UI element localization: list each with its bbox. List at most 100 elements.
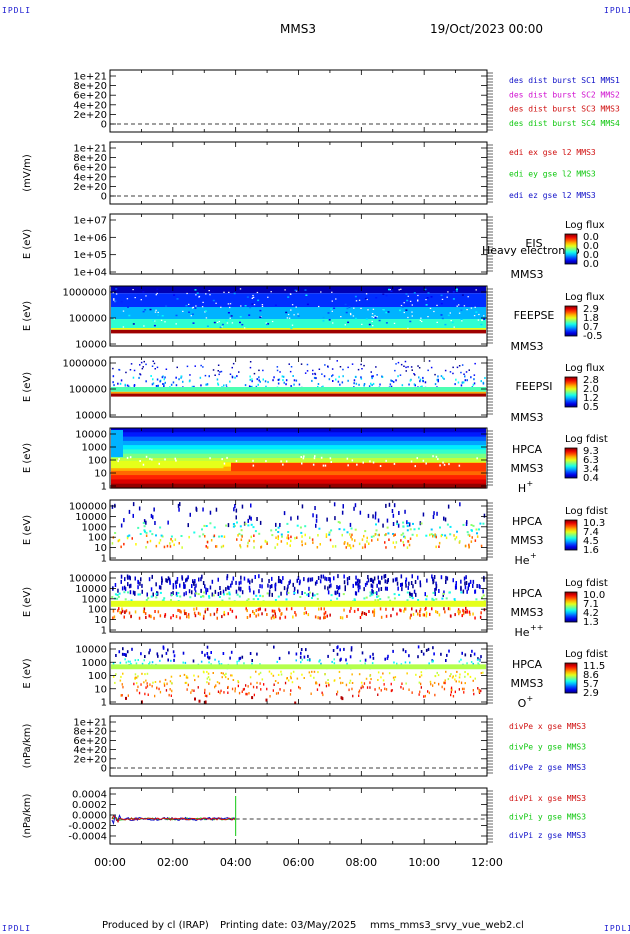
heatmap-cell: [483, 315, 485, 317]
heatmap-cell: [140, 361, 143, 364]
heatmap-cell: [214, 374, 216, 376]
heatmap-cell: [218, 663, 221, 666]
heatmap-cell: [346, 457, 349, 460]
heatmap-cell: [277, 681, 279, 684]
heatmap-cell: [466, 610, 468, 614]
heatmap-cell: [187, 575, 189, 580]
heatmap-cell: [426, 595, 428, 598]
heatmap-cell: [145, 295, 147, 297]
heatmap-cell: [164, 376, 166, 379]
heatmap-cell: [251, 659, 253, 662]
heatmap-cell: [179, 616, 181, 620]
heatmap-cell: [313, 670, 316, 673]
heatmap-cell: [267, 323, 270, 325]
heatmap-cell: [185, 676, 188, 679]
heatmap-cell: [194, 614, 197, 618]
heatmap-cell: [212, 672, 214, 674]
heatmap-cell: [458, 464, 461, 467]
heatmap-cell: [296, 578, 298, 583]
heatmap-cell: [120, 675, 122, 678]
heatmap-cell: [166, 578, 168, 583]
heatmap-cell: [161, 599, 164, 602]
spacecraft-label: MMS3: [511, 606, 544, 619]
heatmap-cell: [385, 546, 387, 549]
heatmap-cell: [331, 375, 333, 378]
heatmap-cell: [137, 579, 139, 584]
heatmap-cell: [347, 366, 349, 369]
heatmap-cell: [405, 580, 407, 584]
heatmap-cell: [454, 537, 456, 541]
heatmap-cell: [444, 610, 446, 614]
heatmap-cell: [146, 685, 149, 688]
heatmap-cell: [206, 670, 208, 673]
heatmap-cell: [158, 585, 161, 590]
heatmap-cell: [173, 658, 175, 662]
heatmap-cell: [301, 535, 303, 538]
heatmap-cell: [208, 656, 210, 660]
heatmap-cell: [277, 382, 280, 385]
heatmap-cell: [209, 678, 211, 681]
heatmap-cell: [122, 672, 124, 675]
heatmap-cell: [261, 678, 264, 681]
x-tick-label: 12:00: [471, 856, 503, 869]
heatmap-cell: [466, 520, 468, 525]
heatmap-cell: [369, 591, 372, 594]
heatmap-cell: [257, 383, 259, 386]
y-tick-label: 100000: [69, 314, 107, 325]
heatmap-cell: [270, 529, 273, 532]
heatmap-cell: [412, 522, 414, 525]
heatmap-cell: [361, 611, 364, 615]
heatmap-cell: [119, 661, 122, 664]
heatmap-cell: [145, 616, 147, 619]
heatmap-cell: [277, 673, 280, 676]
heatmap-cell: [180, 375, 183, 378]
heatmap-cell: [276, 543, 279, 546]
heatmap-cell: [112, 381, 114, 384]
heatmap-cell: [170, 538, 172, 541]
heatmap-cell: [269, 584, 271, 589]
heatmap-cell: [240, 305, 242, 307]
heatmap-cell: [396, 520, 398, 525]
heatmap-cell: [464, 682, 466, 685]
heatmap-cell: [158, 462, 160, 465]
heatmap-cell: [282, 576, 284, 581]
heatmap-cell: [175, 584, 177, 589]
heatmap-cell: [293, 379, 296, 382]
heatmap-cell: [208, 596, 211, 599]
heatmap-cell: [189, 374, 191, 376]
heatmap-cell: [159, 380, 161, 383]
heatmap-cell: [376, 374, 378, 376]
heatmap-cell: [222, 652, 225, 655]
heatmap-cell: [274, 599, 277, 601]
heatmap-cell: [356, 463, 358, 466]
heatmap-cell: [139, 581, 141, 586]
heatmap-cell: [206, 645, 209, 649]
species-charge: +: [527, 694, 534, 703]
heatmap-cell: [327, 312, 330, 314]
heatmap-cell: [220, 306, 222, 308]
y-tick-label: 1000: [82, 522, 107, 533]
heatmap-cell: [459, 540, 461, 543]
heatmap-cell: [401, 305, 404, 308]
heatmap-band: [111, 329, 486, 334]
heatmap-cell: [327, 366, 329, 368]
heatmap-cell: [463, 687, 465, 691]
heatmap-cell: [302, 457, 305, 460]
heatmap-cell: [236, 521, 238, 524]
heatmap-cell: [198, 577, 200, 582]
heatmap-cell: [347, 464, 349, 467]
heatmap-cell: [346, 662, 348, 665]
heatmap-cell: [254, 530, 257, 533]
heatmap-cell: [214, 658, 216, 661]
heatmap-cell: [282, 375, 285, 378]
heatmap-cell: [156, 385, 158, 388]
heatmap-cell: [154, 311, 157, 313]
heatmap-cell: [324, 464, 327, 467]
heatmap-cell: [333, 658, 335, 661]
y-tick-label: 10: [94, 469, 107, 480]
heatmap-cell: [327, 654, 329, 658]
heatmap-cell: [300, 648, 303, 651]
heatmap-cell: [425, 299, 427, 301]
heatmap-cell: [149, 661, 151, 664]
